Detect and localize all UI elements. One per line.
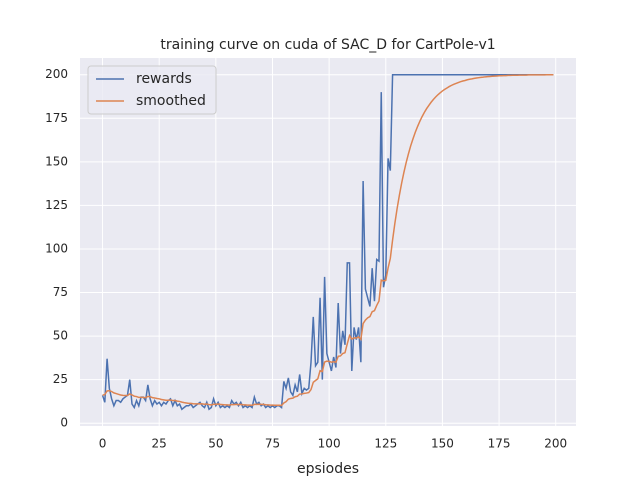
x-tick-label: 200: [544, 437, 567, 451]
x-tick-label: 0: [99, 437, 107, 451]
legend-label: rewards: [136, 71, 192, 87]
y-tick-label: 175: [45, 111, 68, 125]
x-tick-label: 125: [374, 437, 397, 451]
y-tick-label: 100: [45, 241, 68, 255]
y-tick-label: 25: [53, 372, 68, 386]
line-series: [101, 73, 554, 411]
legend-label: smoothed: [136, 93, 206, 109]
x-tick-label: 175: [488, 437, 511, 451]
x-tick-label: 150: [431, 437, 454, 451]
legend-box: [87, 65, 217, 115]
x-tick-label: 100: [318, 437, 341, 451]
y-tick-label: 0: [60, 416, 68, 430]
x-tick-label: 50: [208, 437, 223, 451]
plot-area: [80, 58, 576, 426]
chart-title: training curve on cuda of SAC_D for Cart…: [160, 37, 495, 53]
y-tick-label: 75: [53, 285, 68, 299]
x-tick-label: 25: [152, 437, 167, 451]
line-series: [102, 73, 554, 407]
y-tick-label: 50: [53, 329, 68, 343]
x-axis-label: epsiodes: [297, 461, 359, 477]
x-tick-label: 75: [265, 437, 280, 451]
y-tick-label: 200: [45, 67, 68, 81]
y-tick-label: 125: [45, 198, 68, 212]
y-tick-label: 150: [45, 154, 68, 168]
